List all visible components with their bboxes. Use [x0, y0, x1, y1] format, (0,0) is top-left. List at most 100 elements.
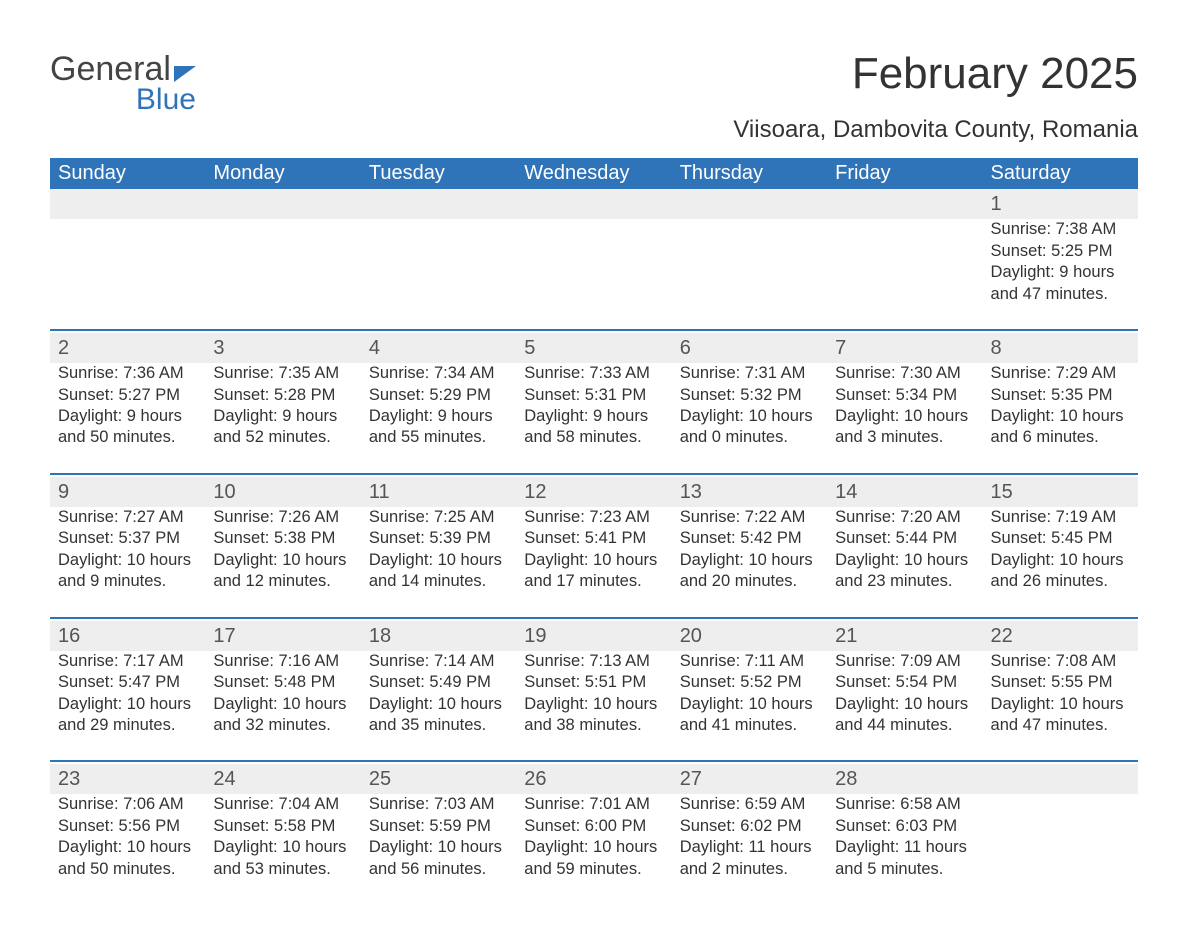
- daylight-text: and 35 minutes.: [369, 715, 508, 736]
- day-header: Friday: [827, 158, 982, 189]
- sunset-text: Sunset: 5:38 PM: [213, 528, 352, 549]
- sunset-text: Sunset: 5:58 PM: [213, 816, 352, 837]
- day-header: Sunday: [50, 158, 205, 189]
- sunset-text: Sunset: 5:56 PM: [58, 816, 197, 837]
- daylight-text: Daylight: 9 hours: [991, 262, 1130, 283]
- brand-logo: General Blue: [50, 50, 196, 117]
- day-cell: Sunrise: 7:19 AMSunset: 5:45 PMDaylight:…: [983, 507, 1138, 618]
- sunset-text: Sunset: 5:32 PM: [680, 385, 819, 406]
- day-cell: Sunrise: 7:11 AMSunset: 5:52 PMDaylight:…: [672, 651, 827, 762]
- daylight-text: Daylight: 10 hours: [835, 694, 974, 715]
- title-block: February 2025 Viisoara, Dambovita County…: [733, 50, 1138, 144]
- sunrise-text: Sunrise: 7:23 AM: [524, 507, 663, 528]
- day-number-cell: 11: [361, 477, 516, 507]
- month-title: February 2025: [733, 50, 1138, 98]
- day-number-cell: 19: [516, 621, 671, 651]
- daylight-text: Daylight: 10 hours: [835, 550, 974, 571]
- day-number-cell: [516, 189, 671, 219]
- sunrise-text: Sunrise: 7:13 AM: [524, 651, 663, 672]
- daylight-text: and 53 minutes.: [213, 859, 352, 880]
- day-cell: Sunrise: 7:20 AMSunset: 5:44 PMDaylight:…: [827, 507, 982, 618]
- day-content-row: Sunrise: 7:38 AMSunset: 5:25 PMDaylight:…: [50, 219, 1138, 330]
- day-number-cell: 13: [672, 477, 827, 507]
- daylight-text: Daylight: 10 hours: [524, 837, 663, 858]
- day-cell: Sunrise: 7:22 AMSunset: 5:42 PMDaylight:…: [672, 507, 827, 618]
- day-content-row: Sunrise: 7:06 AMSunset: 5:56 PMDaylight:…: [50, 794, 1138, 904]
- day-header-row: Sunday Monday Tuesday Wednesday Thursday…: [50, 158, 1138, 189]
- daylight-text: Daylight: 9 hours: [213, 406, 352, 427]
- day-cell: Sunrise: 7:29 AMSunset: 5:35 PMDaylight:…: [983, 363, 1138, 474]
- sunrise-text: Sunrise: 7:03 AM: [369, 794, 508, 815]
- brand-triangle-icon: [174, 66, 196, 82]
- day-number-cell: 3: [205, 333, 360, 363]
- sunrise-text: Sunrise: 7:36 AM: [58, 363, 197, 384]
- daylight-text: and 20 minutes.: [680, 571, 819, 592]
- sunset-text: Sunset: 5:51 PM: [524, 672, 663, 693]
- calendar-page: General Blue February 2025 Viisoara, Dam…: [0, 0, 1188, 944]
- day-cell: Sunrise: 7:23 AMSunset: 5:41 PMDaylight:…: [516, 507, 671, 618]
- sunset-text: Sunset: 5:45 PM: [991, 528, 1130, 549]
- day-header: Tuesday: [361, 158, 516, 189]
- sunset-text: Sunset: 6:02 PM: [680, 816, 819, 837]
- day-cell: Sunrise: 7:14 AMSunset: 5:49 PMDaylight:…: [361, 651, 516, 762]
- day-cell: [361, 219, 516, 330]
- day-number-cell: 15: [983, 477, 1138, 507]
- calendar-body: 1Sunrise: 7:38 AMSunset: 5:25 PMDaylight…: [50, 189, 1138, 904]
- daylight-text: Daylight: 9 hours: [524, 406, 663, 427]
- daylight-text: and 59 minutes.: [524, 859, 663, 880]
- daylight-text: and 2 minutes.: [680, 859, 819, 880]
- daylight-text: and 47 minutes.: [991, 715, 1130, 736]
- day-number-cell: 4: [361, 333, 516, 363]
- day-number-row: 2345678: [50, 333, 1138, 363]
- sunrise-text: Sunrise: 6:58 AM: [835, 794, 974, 815]
- daylight-text: Daylight: 10 hours: [58, 550, 197, 571]
- day-number-cell: 24: [205, 764, 360, 794]
- daylight-text: and 23 minutes.: [835, 571, 974, 592]
- day-number-row: 9101112131415: [50, 477, 1138, 507]
- day-number-cell: [983, 764, 1138, 794]
- day-content-row: Sunrise: 7:27 AMSunset: 5:37 PMDaylight:…: [50, 507, 1138, 618]
- daylight-text: and 5 minutes.: [835, 859, 974, 880]
- day-cell: Sunrise: 7:16 AMSunset: 5:48 PMDaylight:…: [205, 651, 360, 762]
- day-number-cell: 10: [205, 477, 360, 507]
- day-cell: Sunrise: 7:13 AMSunset: 5:51 PMDaylight:…: [516, 651, 671, 762]
- daylight-text: and 41 minutes.: [680, 715, 819, 736]
- sunrise-text: Sunrise: 7:11 AM: [680, 651, 819, 672]
- sunrise-text: Sunrise: 6:59 AM: [680, 794, 819, 815]
- day-content-row: Sunrise: 7:36 AMSunset: 5:27 PMDaylight:…: [50, 363, 1138, 474]
- daylight-text: and 58 minutes.: [524, 427, 663, 448]
- day-number-cell: [827, 189, 982, 219]
- sunset-text: Sunset: 6:03 PM: [835, 816, 974, 837]
- day-cell: Sunrise: 6:58 AMSunset: 6:03 PMDaylight:…: [827, 794, 982, 904]
- sunrise-text: Sunrise: 7:27 AM: [58, 507, 197, 528]
- sunrise-text: Sunrise: 7:14 AM: [369, 651, 508, 672]
- day-cell: Sunrise: 7:31 AMSunset: 5:32 PMDaylight:…: [672, 363, 827, 474]
- sunrise-text: Sunrise: 7:01 AM: [524, 794, 663, 815]
- daylight-text: and 55 minutes.: [369, 427, 508, 448]
- day-number-cell: 22: [983, 621, 1138, 651]
- day-number-cell: 20: [672, 621, 827, 651]
- daylight-text: and 3 minutes.: [835, 427, 974, 448]
- sunset-text: Sunset: 5:55 PM: [991, 672, 1130, 693]
- day-cell: [827, 219, 982, 330]
- day-number-cell: 8: [983, 333, 1138, 363]
- daylight-text: Daylight: 10 hours: [213, 837, 352, 858]
- day-cell: Sunrise: 7:33 AMSunset: 5:31 PMDaylight:…: [516, 363, 671, 474]
- daylight-text: and 50 minutes.: [58, 859, 197, 880]
- sunrise-text: Sunrise: 7:38 AM: [991, 219, 1130, 240]
- daylight-text: and 56 minutes.: [369, 859, 508, 880]
- sunrise-text: Sunrise: 7:20 AM: [835, 507, 974, 528]
- daylight-text: Daylight: 10 hours: [213, 694, 352, 715]
- daylight-text: and 12 minutes.: [213, 571, 352, 592]
- day-number-cell: [361, 189, 516, 219]
- day-cell: Sunrise: 7:36 AMSunset: 5:27 PMDaylight:…: [50, 363, 205, 474]
- sunset-text: Sunset: 5:31 PM: [524, 385, 663, 406]
- sunset-text: Sunset: 5:29 PM: [369, 385, 508, 406]
- sunrise-text: Sunrise: 7:31 AM: [680, 363, 819, 384]
- day-cell: [205, 219, 360, 330]
- location-label: Viisoara, Dambovita County, Romania: [733, 116, 1138, 144]
- sunrise-text: Sunrise: 7:33 AM: [524, 363, 663, 384]
- sunset-text: Sunset: 5:49 PM: [369, 672, 508, 693]
- daylight-text: and 26 minutes.: [991, 571, 1130, 592]
- daylight-text: Daylight: 10 hours: [369, 837, 508, 858]
